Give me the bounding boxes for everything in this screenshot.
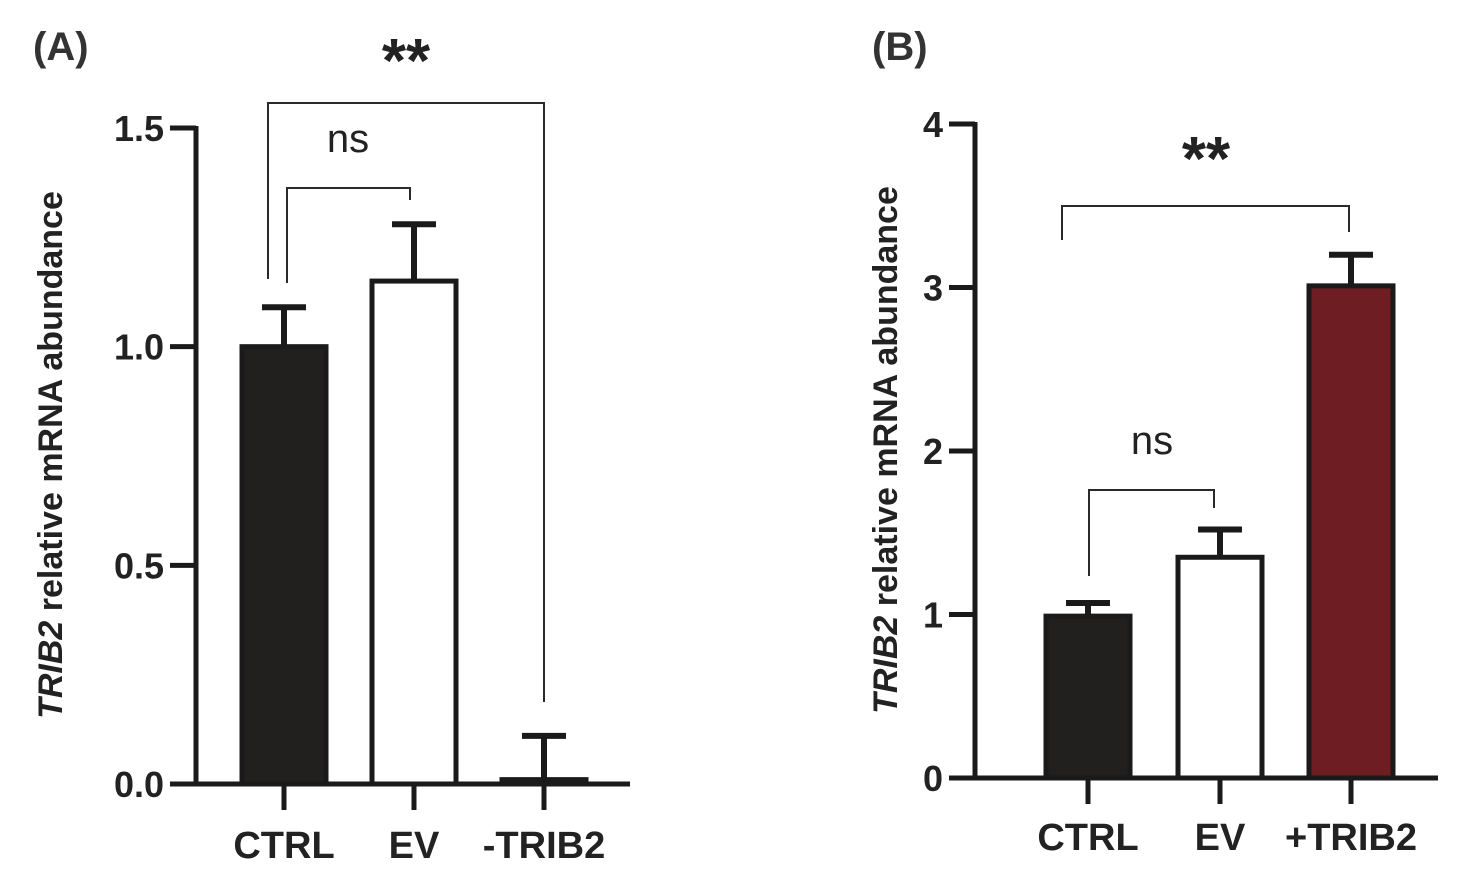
bar-trib2 <box>1306 283 1396 781</box>
y-axis-title: TRIB2 relative mRNA abundance <box>32 191 70 719</box>
significance-bracket <box>1088 489 1215 576</box>
significance-label: ** <box>382 27 431 96</box>
bar-ctrl <box>239 344 329 787</box>
x-category-label: +TRIB2 <box>1285 817 1417 859</box>
y-tick-label: 0.5 <box>114 545 164 586</box>
significance-label: ns <box>327 117 369 161</box>
x-category-label: CTRL <box>1037 817 1138 859</box>
y-tick-label: 2 <box>923 431 943 472</box>
significance-label: ns <box>1131 419 1173 463</box>
bar-ev <box>1175 554 1265 781</box>
significance-label: ** <box>1182 125 1231 194</box>
y-axis-title: TRIB2 relative mRNA abundance <box>867 186 905 714</box>
panel-label: (B) <box>872 25 928 69</box>
x-category-label: CTRL <box>233 825 334 867</box>
chart-panel-b: (B) TRIB2 relative mRNA abundance 0 1 2 3 4 CTR… <box>867 25 1438 859</box>
y-axis-title-text: relative mRNA abundance <box>32 191 70 621</box>
y-tick-label: 0.0 <box>114 764 164 805</box>
significance-bracket <box>267 102 545 702</box>
significance-bracket <box>1061 205 1350 240</box>
y-tick-label: 0 <box>923 758 943 799</box>
chart-panel-a: (A) TRIB2 relative mRNA abundance 0.0 0.5 1.… <box>32 25 630 867</box>
bar-ev <box>369 278 459 787</box>
bar-ctrl <box>1043 613 1133 781</box>
y-tick-label: 1.0 <box>114 327 164 368</box>
y-tick-label: 1.5 <box>114 108 164 149</box>
significance-bracket <box>286 187 411 283</box>
y-tick-label: 3 <box>923 268 943 309</box>
y-tick-label: 4 <box>923 104 943 145</box>
y-axis-title-text: relative mRNA abundance <box>867 186 905 616</box>
y-axis-title-gene: TRIB2 <box>32 621 70 719</box>
x-category-label: -TRIB2 <box>483 825 605 867</box>
x-category-label: EV <box>1195 817 1246 859</box>
y-tick-label: 1 <box>923 595 943 636</box>
panel-label: (A) <box>33 25 89 69</box>
x-category-label: EV <box>389 825 440 867</box>
y-axis-title-gene: TRIB2 <box>867 616 905 714</box>
